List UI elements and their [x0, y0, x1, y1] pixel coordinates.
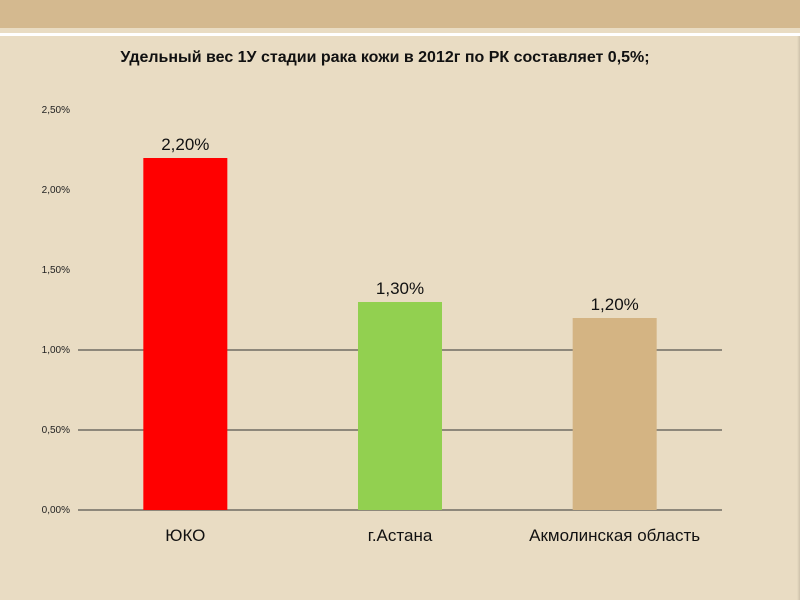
- bar-2: [358, 302, 442, 510]
- y-tick-label: 1,00%: [42, 345, 70, 356]
- bar-1: [143, 158, 228, 510]
- bar-data-label: 2,20%: [161, 135, 209, 154]
- bar-data-label: 1,20%: [591, 295, 639, 314]
- bar-3: [572, 318, 657, 510]
- slide-title: Удельный вес 1У стадии рака кожи в 2012г…: [120, 49, 650, 66]
- top-decor-band: [0, 0, 800, 28]
- y-tick-label: 0,00%: [42, 505, 70, 516]
- x-category-label: ЮКО: [165, 526, 205, 545]
- right-edge-shadow: [797, 36, 800, 600]
- x-category-label: Акмолинская область: [529, 526, 700, 545]
- y-tick-label: 1,50%: [42, 265, 70, 276]
- y-tick-label: 2,00%: [42, 185, 70, 196]
- x-category-label: г.Астана: [368, 526, 433, 545]
- y-tick-label: 0,50%: [42, 425, 70, 436]
- bar-data-label: 1,30%: [376, 279, 424, 298]
- top-decor-line: [0, 33, 800, 36]
- y-tick-label: 2,50%: [42, 105, 70, 116]
